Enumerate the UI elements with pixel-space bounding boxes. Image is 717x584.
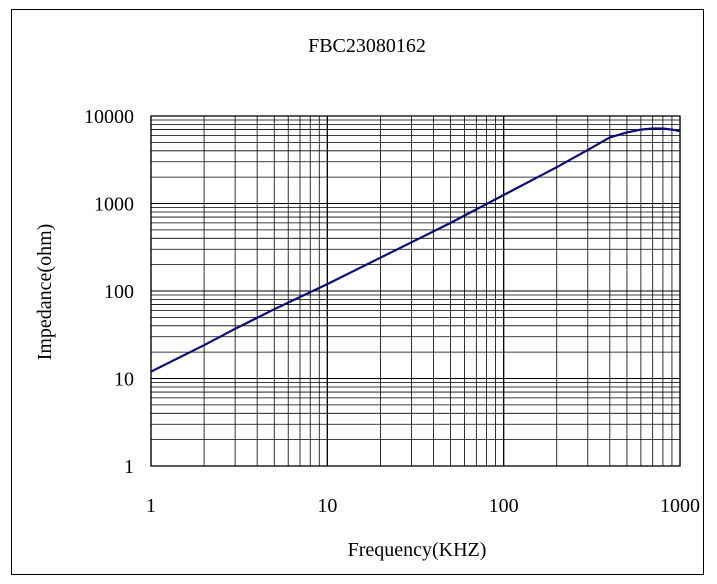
y-axis-ticks: 1 10 100 1000 10000	[84, 106, 134, 478]
y-tick-label: 1	[124, 456, 134, 478]
x-tick-label: 10	[317, 495, 337, 517]
grid-lines	[150, 115, 681, 467]
x-axis-ticks: 1 10 100 1000	[146, 495, 700, 517]
y-tick-label: 10	[114, 369, 134, 391]
x-axis-label: Frequency(KHZ)	[348, 539, 487, 561]
y-tick-label: 10000	[84, 106, 134, 128]
impedance-series-line	[150, 127, 681, 373]
y-axis-label: Impedance(ohm)	[34, 224, 56, 361]
chart-title: FBC23080162	[308, 35, 426, 57]
chart-frame	[11, 9, 704, 575]
y-tick-label: 1000	[94, 194, 134, 216]
x-tick-label: 1	[146, 495, 156, 517]
x-tick-label: 1000	[660, 495, 700, 517]
y-tick-label: 100	[104, 281, 134, 303]
plot-area-border	[150, 115, 681, 467]
x-tick-label: 100	[489, 495, 519, 517]
